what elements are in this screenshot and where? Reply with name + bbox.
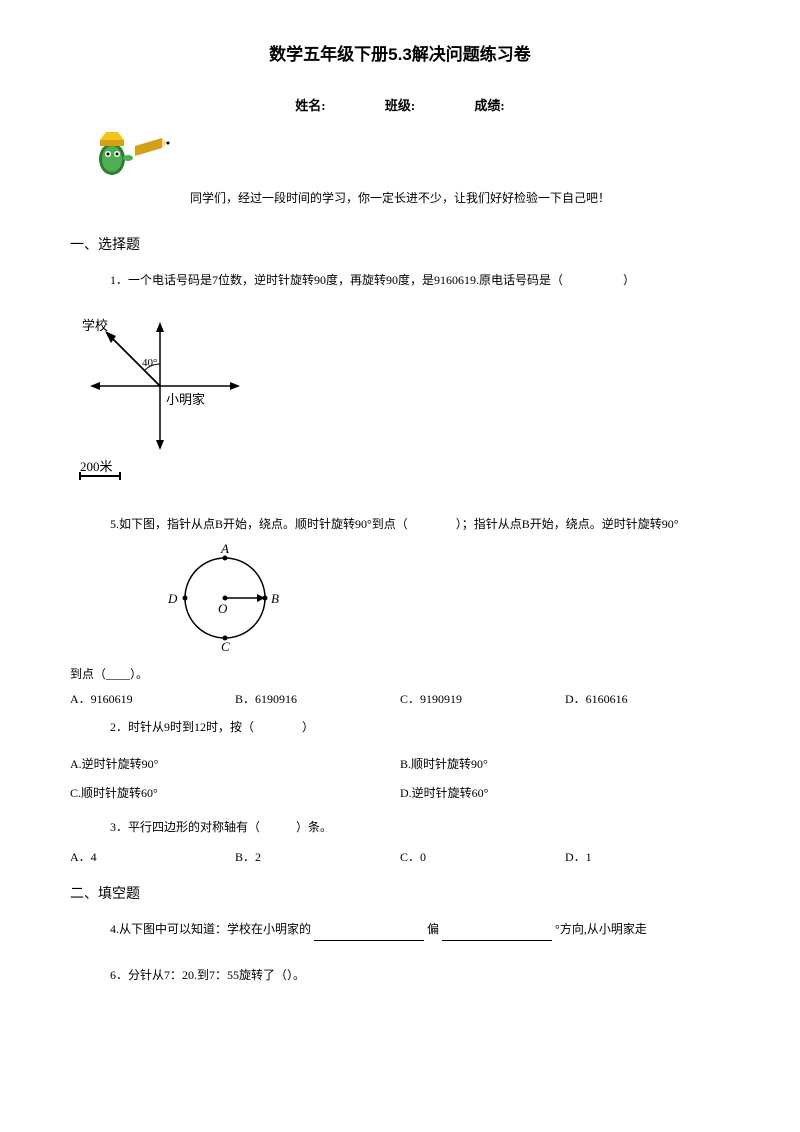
q2-opt-a: A.逆时针旋转90° — [70, 755, 400, 772]
question-4: 4.从下图中可以知道：学校在小明家的 偏 °方向,从小明家走 — [110, 919, 730, 941]
q4-suf: °方向,从小明家走 — [555, 922, 647, 936]
q1-opt-c: C．9190919 — [400, 690, 565, 707]
intro-text: 同学们，经过一段时间的学习，你一定长进不少，让我们好好检验一下自己吧！ — [70, 189, 730, 206]
mascot-icon — [90, 126, 170, 181]
q1-options: A．9160619 B．6190916 C．9190919 D．6160616 — [70, 690, 730, 707]
clock-D: D — [167, 591, 178, 606]
score-label: 成绩: — [474, 95, 504, 114]
question-2: 2．时针从9时到12时，按（ ） — [110, 717, 730, 739]
info-row: 姓名: 班级: 成绩: — [70, 95, 730, 114]
q2-options: A.逆时针旋转90° B.顺时针旋转90° C.顺时针旋转60° D.逆时针旋转… — [70, 749, 730, 807]
question-6: 6．分针从7：20.到7：55旋转了（）。 — [110, 965, 730, 987]
section-2-title: 二、填空题 — [70, 883, 730, 903]
compass-diagram: 40° 学校 小明家 200米 — [70, 316, 730, 490]
clock-diagram: A B C D O — [150, 543, 730, 657]
page-title: 数学五年级下册5.3解决问题练习卷 — [70, 40, 730, 65]
clock-A: A — [220, 543, 229, 556]
name-label: 姓名: — [295, 95, 325, 114]
q2-opt-d: D.逆时针旋转60° — [400, 784, 730, 801]
clock-O: O — [218, 601, 228, 616]
q1-opt-b: B．6190916 — [235, 690, 400, 707]
section-1-title: 一、选择题 — [70, 234, 730, 254]
clock-B: B — [271, 591, 279, 606]
q2-opt-b: B.顺时针旋转90° — [400, 755, 730, 772]
q2-opt-c: C.顺时针旋转60° — [70, 784, 400, 801]
q3-opt-a: A．4 — [70, 848, 235, 865]
scale-label: 200米 — [80, 459, 113, 474]
angle-label: 40° — [142, 357, 157, 369]
question-3: 3．平行四边形的对称轴有（ ）条。 — [110, 817, 730, 839]
clock-C: C — [221, 639, 230, 653]
q3-opt-d: D．1 — [565, 848, 730, 865]
class-label: 班级: — [385, 95, 415, 114]
home-label: 小明家 — [166, 392, 205, 407]
question-5b: 到点（____）。 — [70, 665, 730, 682]
q4-mid: 偏 — [427, 922, 439, 936]
question-5a: 5.如下图，指针从点B开始，绕点。顺时针旋转90°到点（ ）；指针从点B开始，绕… — [110, 514, 730, 536]
fill-blank-1[interactable] — [314, 927, 424, 941]
q3-opt-c: C．0 — [400, 848, 565, 865]
q1-opt-a: A．9160619 — [70, 690, 235, 707]
question-1: 1．一个电话号码是7位数，逆时针旋转90度，再旋转90度，是9160619.原电… — [110, 270, 730, 292]
q3-opt-b: B．2 — [235, 848, 400, 865]
school-label: 学校 — [82, 318, 108, 333]
q1-opt-d: D．6160616 — [565, 690, 730, 707]
q4-pre: 4.从下图中可以知道：学校在小明家的 — [110, 922, 311, 936]
fill-blank-2[interactable] — [442, 927, 552, 941]
q3-options: A．4 B．2 C．0 D．1 — [70, 848, 730, 865]
